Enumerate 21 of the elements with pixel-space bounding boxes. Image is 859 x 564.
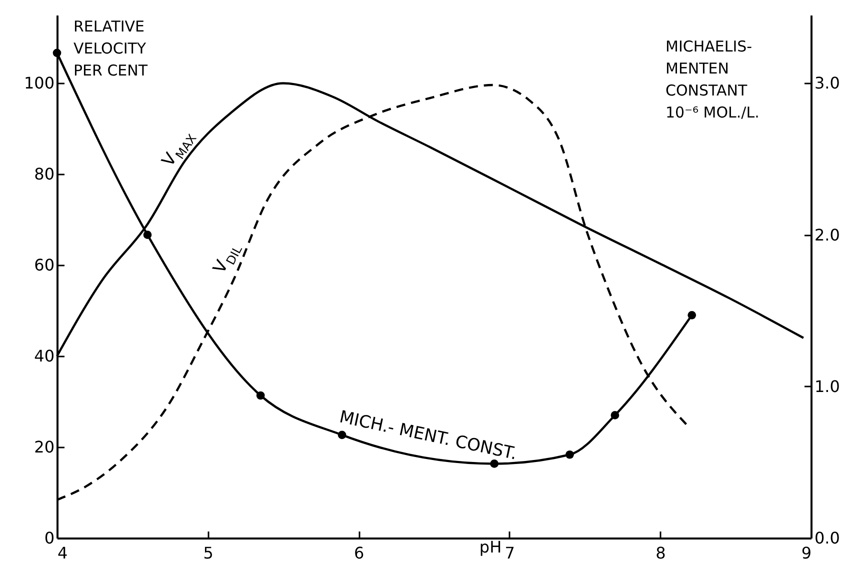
- text: VDIL: [210, 243, 246, 277]
- y2-tick-label: 0.0: [814, 528, 840, 548]
- x-tick-label: 6: [354, 544, 364, 562]
- y-tick-label: 60: [34, 256, 54, 275]
- y-tick-label: 100: [24, 74, 54, 93]
- y2-tick-label: 2.0: [814, 225, 840, 244]
- y-tick-label: 40: [34, 346, 54, 366]
- y-tick-label: 80: [34, 164, 54, 184]
- x-tick-label: 9: [801, 544, 812, 562]
- x-tick-label: 4: [58, 544, 68, 562]
- x-tick-label: 7: [504, 544, 515, 562]
- y2-tick-label: 3.0: [814, 74, 840, 93]
- x-tick-label: 5: [203, 544, 214, 562]
- x-axis-title: pH: [479, 538, 502, 556]
- y-tick-label: 0: [44, 528, 54, 548]
- x-tick-label: 8: [656, 544, 666, 562]
- y2-axis-title: MICHAELIS- MENTEN CONSTANT 10⁻⁶ MOL./L.: [666, 38, 760, 122]
- y-axis-title: RELATIVE VELOCITY PER CENT: [74, 18, 148, 80]
- y-tick-label: 20: [34, 438, 54, 457]
- y2-tick-label: 1.0: [814, 376, 840, 396]
- text: MICH.- MENT. CONST.: [338, 407, 519, 464]
